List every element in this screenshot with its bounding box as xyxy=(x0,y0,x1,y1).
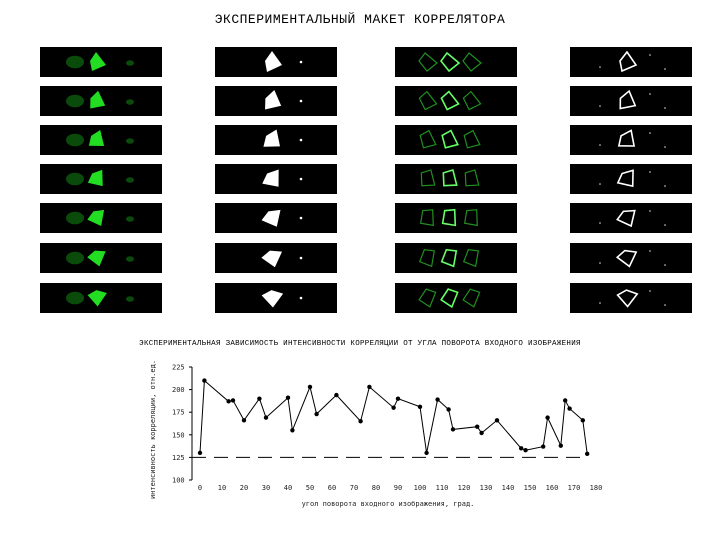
image-panel-green-input-2 xyxy=(40,86,162,116)
data-point xyxy=(424,450,429,456)
image-panel-white-binary-1 xyxy=(215,47,337,77)
data-point xyxy=(263,415,269,420)
x-tick-label: 70 xyxy=(350,484,358,492)
image-panel-white-outline-3 xyxy=(570,125,692,155)
data-point xyxy=(358,419,363,424)
data-point xyxy=(475,424,480,429)
data-point xyxy=(314,411,319,417)
image-panel-green-correlation-1 xyxy=(395,47,517,77)
image-panel-green-correlation-2 xyxy=(395,86,517,116)
x-tick-label: 10 xyxy=(218,484,226,492)
x-tick-label: 60 xyxy=(328,484,336,492)
image-panel-green-input-1 xyxy=(40,47,162,77)
image-panel-green-correlation-6 xyxy=(395,243,517,273)
x-tick-label: 110 xyxy=(436,484,449,492)
x-tick-label: 130 xyxy=(480,484,493,492)
data-point xyxy=(230,398,236,403)
data-point xyxy=(450,427,456,432)
image-panel-white-binary-3 xyxy=(215,125,337,155)
image-panel-white-outline-5 xyxy=(570,203,692,233)
data-point xyxy=(257,396,262,401)
image-panel-green-input-3 xyxy=(40,125,162,155)
image-panel-green-correlation-7 xyxy=(395,283,517,313)
x-tick-label: 100 xyxy=(414,484,427,492)
data-point xyxy=(202,378,207,383)
y-tick-label: 175 xyxy=(172,409,185,417)
page-title: ЭКСПЕРИМЕНТАЛЬНЫЙ МАКЕТ КОРРЕЛЯТОРА xyxy=(214,12,506,27)
data-point xyxy=(307,384,313,390)
data-point xyxy=(197,450,203,456)
x-tick-label: 140 xyxy=(502,484,515,492)
x-tick-label: 160 xyxy=(546,484,559,492)
x-tick-label: 0 xyxy=(198,484,202,492)
chart-title: ЭКСПЕРИМЕНТАЛЬНАЯ ЗАВИСИМОСТЬ ИНТЕНСИВНО… xyxy=(139,340,581,348)
y-tick-label: 150 xyxy=(172,431,185,439)
data-point xyxy=(395,396,401,401)
data-point xyxy=(541,444,546,449)
image-panel-white-outline-7 xyxy=(570,283,692,313)
image-panel-white-binary-2 xyxy=(215,86,337,116)
data-point xyxy=(545,415,550,420)
x-tick-label: 120 xyxy=(458,484,471,492)
y-tick-label: 100 xyxy=(172,477,185,485)
image-panel-green-input-7 xyxy=(40,283,162,313)
series-line xyxy=(199,379,588,454)
data-point xyxy=(479,430,484,436)
x-tick-label: 90 xyxy=(394,484,402,492)
data-point xyxy=(290,428,295,433)
data-point xyxy=(334,392,339,398)
data-point xyxy=(367,384,372,390)
y-axis-label: интенсивность корреляции, отн.ед. xyxy=(149,360,157,499)
image-panel-green-input-6 xyxy=(40,243,162,273)
x-tick-label: 80 xyxy=(372,484,380,492)
x-tick-label: 170 xyxy=(568,484,581,492)
x-tick-label: 30 xyxy=(262,484,270,492)
data-point xyxy=(391,405,396,410)
data-point xyxy=(567,406,572,411)
y-tick-label: 200 xyxy=(172,386,185,394)
image-grid xyxy=(40,47,692,313)
x-tick-label: 40 xyxy=(284,484,292,492)
x-tick-label: 150 xyxy=(524,484,537,492)
x-axis-label: угол поворота входного изображения, град… xyxy=(302,500,475,508)
data-point xyxy=(285,395,291,400)
image-panel-white-outline-4 xyxy=(570,164,692,194)
data-point xyxy=(519,446,524,451)
image-panel-green-input-5 xyxy=(40,203,162,233)
x-tick-label: 20 xyxy=(240,484,248,492)
image-panel-white-binary-5 xyxy=(215,203,337,233)
image-panel-white-binary-6 xyxy=(215,243,337,273)
correlation-chart: 100 125 150 175 200 225 0 10 20 30 40 50 60 70 80 90 100… xyxy=(149,360,603,508)
x-tick-label: 50 xyxy=(306,484,314,492)
image-panel-green-correlation-5 xyxy=(395,203,517,233)
data-point xyxy=(241,418,247,423)
image-panel-green-correlation-3 xyxy=(395,125,517,155)
image-panel-green-input-4 xyxy=(40,164,162,194)
data-point xyxy=(580,418,585,423)
image-panel-white-binary-7 xyxy=(215,283,337,313)
data-point xyxy=(417,404,423,409)
image-panel-white-outline-6 xyxy=(570,243,692,273)
data-point xyxy=(226,399,231,404)
image-panel-green-correlation-4 xyxy=(395,164,517,194)
image-panel-white-binary-4 xyxy=(215,164,337,194)
data-point xyxy=(435,397,440,402)
data-point xyxy=(494,418,500,423)
data-point xyxy=(446,407,451,412)
image-panel-white-outline-2 xyxy=(570,86,692,116)
data-point xyxy=(585,451,590,456)
data-point xyxy=(563,398,568,403)
image-panel-white-outline-1 xyxy=(570,47,692,77)
y-tick-label: 125 xyxy=(172,454,185,462)
x-tick-label: 180 xyxy=(590,484,603,492)
data-point xyxy=(558,443,563,448)
data-point xyxy=(523,447,528,453)
y-tick-label: 225 xyxy=(172,364,185,372)
